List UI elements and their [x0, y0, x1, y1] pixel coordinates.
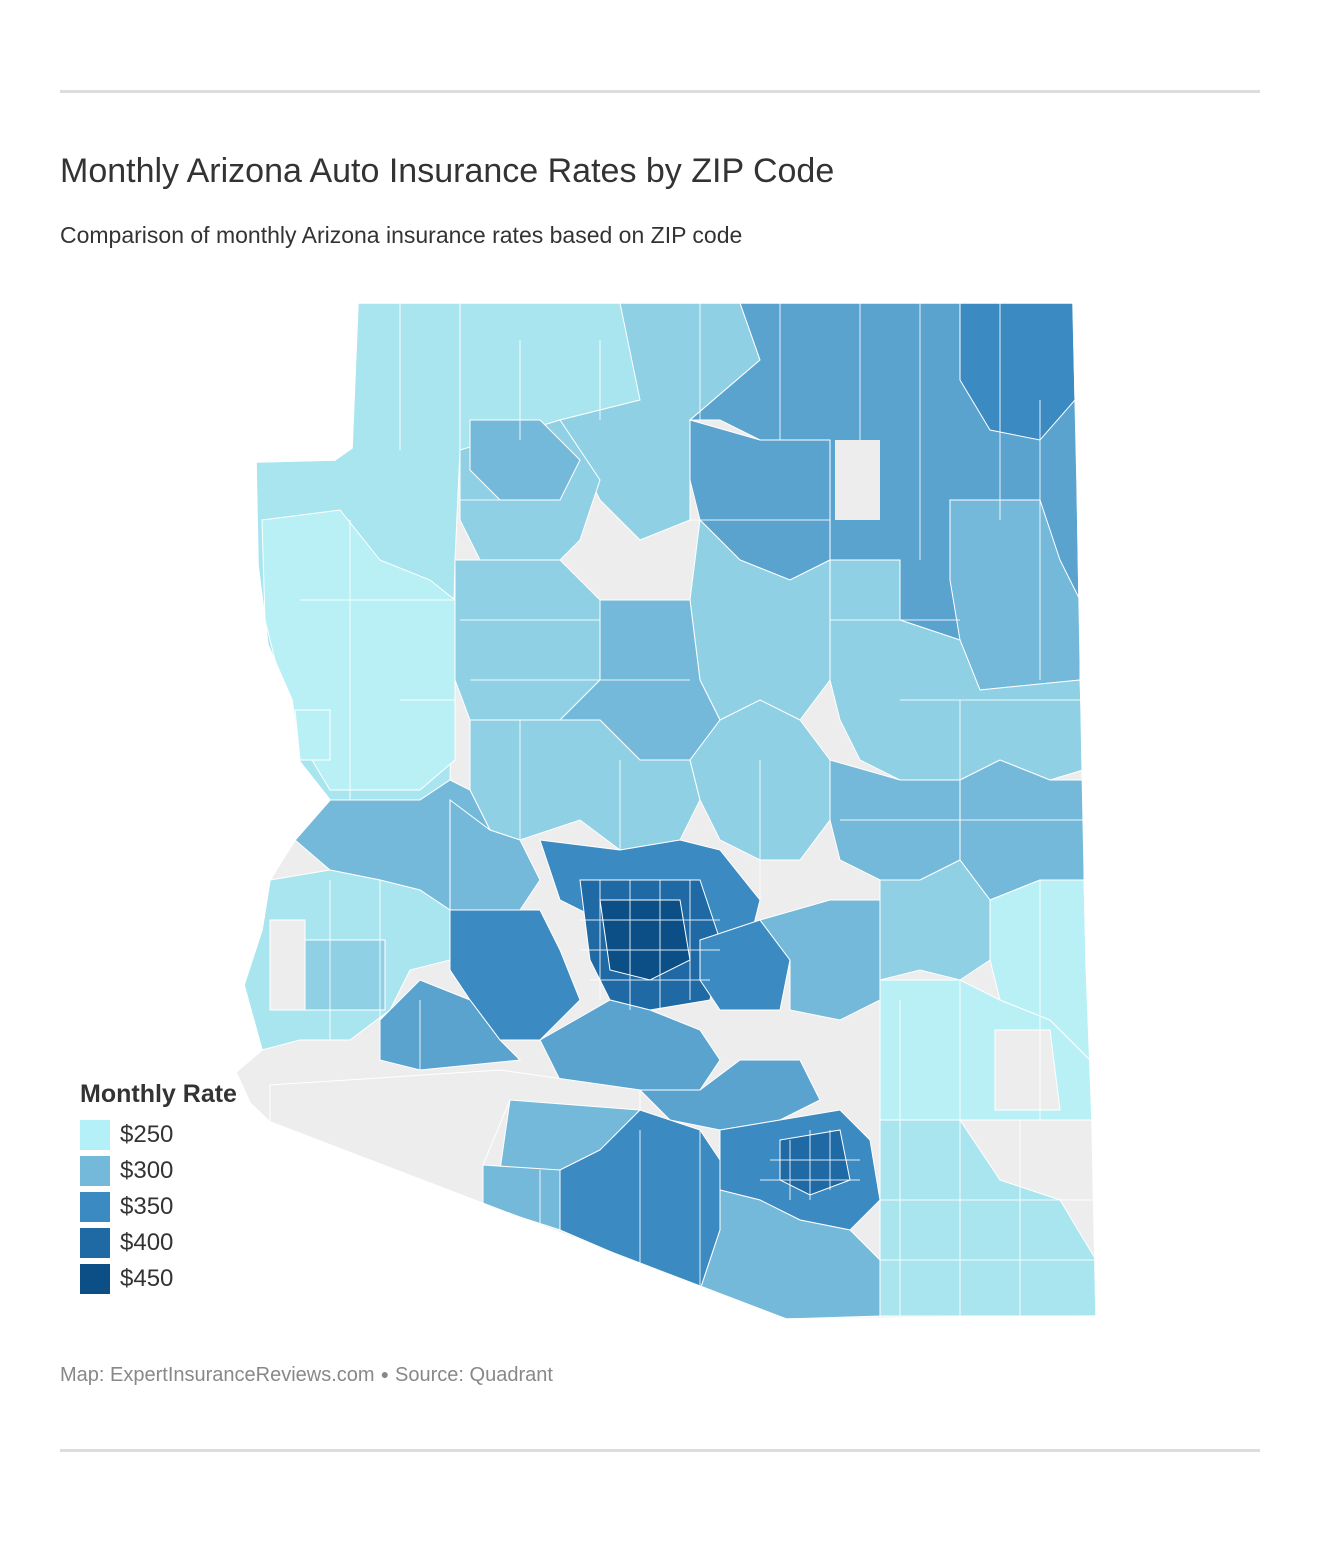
region-hopi	[835, 440, 880, 520]
legend-swatch	[80, 1228, 110, 1258]
legend-title: Monthly Rate	[80, 1080, 237, 1108]
legend-swatch	[80, 1264, 110, 1294]
legend-item: $400	[80, 1225, 300, 1261]
bottom-divider	[60, 1449, 1260, 1452]
legend: Monthly Rate $250 $300 $350 $400 $450	[80, 1080, 300, 1297]
region-safford-nodata	[994, 1029, 1061, 1111]
map-credit: Map: ExpertInsuranceReviews.com ● Source: …	[60, 1364, 553, 1387]
source-text: Source: Quadrant	[395, 1364, 553, 1386]
map-credit-text: Map: ExpertInsuranceReviews.com	[60, 1364, 375, 1386]
legend-swatch	[80, 1192, 110, 1222]
region-flagstaff-west	[454, 559, 601, 721]
region-globe	[759, 899, 881, 1021]
region-ajo	[482, 1164, 561, 1231]
legend-label: $300	[120, 1157, 174, 1184]
top-divider	[60, 90, 1260, 93]
legend-item: $300	[80, 1153, 300, 1189]
region-quartzsite	[304, 939, 386, 1011]
legend-label: $250	[120, 1121, 174, 1148]
chart-title: Monthly Arizona Auto Insurance Rates by …	[60, 152, 835, 190]
legend-label: $400	[120, 1229, 174, 1256]
region-east-mid	[959, 759, 1085, 901]
separator-dot-icon: ●	[380, 1366, 390, 1382]
region-kingman	[294, 709, 331, 761]
zip-boundaries	[300, 303, 1096, 1316]
legend-item: $450	[80, 1261, 300, 1297]
region-casa-grande	[638, 1059, 821, 1131]
chart-subtitle: Comparison of monthly Arizona insurance …	[60, 222, 743, 248]
state-outline	[235, 302, 1097, 1320]
legend-swatch	[80, 1156, 110, 1186]
map-regions	[236, 303, 1096, 1319]
region-sierra-vista	[879, 1119, 1096, 1317]
legend-label: $450	[120, 1265, 174, 1292]
legend-label: $350	[120, 1193, 174, 1220]
legend-item: $350	[80, 1189, 300, 1225]
legend-swatch	[80, 1120, 110, 1150]
legend-item: $250	[80, 1117, 300, 1153]
region-yuma-nodata	[269, 919, 306, 1011]
